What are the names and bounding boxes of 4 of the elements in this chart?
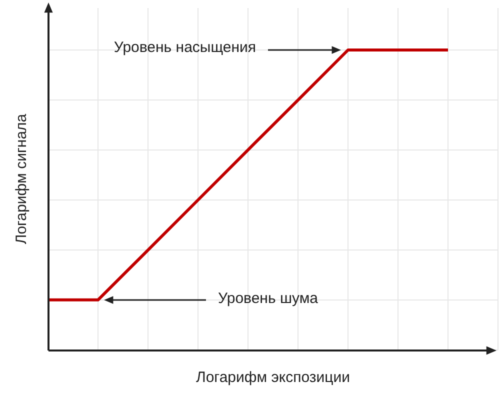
- annotation: Уровень шума: [218, 290, 319, 308]
- y-axis-title: Логарифм сигнала: [13, 113, 30, 244]
- x-axis-title: Логарифм экспозиции: [196, 369, 350, 386]
- annotation: Уровень насыщения: [114, 39, 256, 56]
